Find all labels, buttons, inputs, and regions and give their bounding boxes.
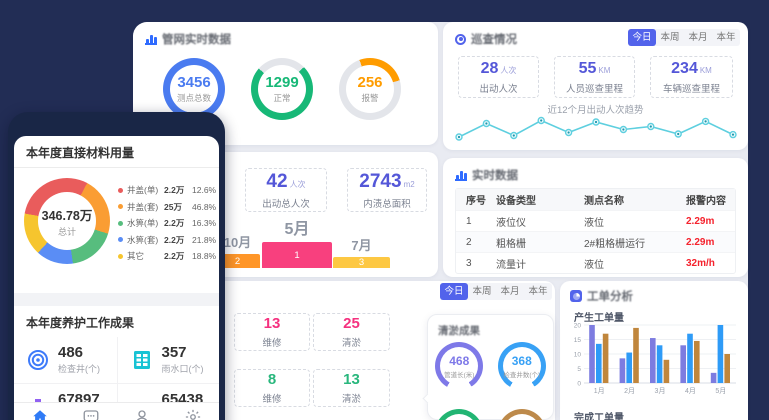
podium-bar: 3	[333, 257, 390, 268]
svg-text:15: 15	[574, 337, 582, 344]
stat-dispatch-count: 28 人次 出动人次	[458, 56, 539, 98]
panel-patrol: 巡查情况 今日 本周 本月 本年 28 人次 出动人次 55 KM 人员巡查里程 2…	[443, 22, 748, 150]
stat-rain-inlets: 357 雨水口(个)	[116, 337, 220, 383]
home-icon	[32, 410, 47, 420]
legend-item: 水箅(单) 2.2万 16.3%	[118, 215, 216, 232]
alarm-table: 序号 设备类型 测点名称 报警内容 1 液位仪 液位 2.29m 2 粗格栅 2…	[455, 188, 736, 274]
panel-title: 工单分析	[587, 291, 633, 303]
svg-text:0: 0	[577, 381, 581, 388]
stat-inspection-wells: 486 检查井(个)	[14, 337, 117, 383]
nav-messages[interactable]	[82, 408, 100, 420]
chart-subtitle-completed: 完成工单量	[574, 413, 624, 420]
table-header-row: 序号 设备类型 测点名称 报警内容	[456, 189, 735, 210]
stat-dredge-green: 13 清淤	[313, 369, 390, 407]
legend-item: 水箅(套) 2.2万 21.8%	[118, 232, 216, 249]
svg-text:5月: 5月	[715, 387, 726, 395]
nav-settings[interactable]	[184, 408, 202, 420]
stat-flood-area: 2743 m2 内渍总面积	[347, 168, 427, 212]
podium-month-label: 5月	[284, 221, 310, 238]
bar-chart-icon	[455, 170, 467, 181]
tab-today[interactable]: 今日	[440, 283, 468, 300]
stat-person-mileage: 55 KM 人员巡查里程	[554, 56, 635, 98]
svg-text:5: 5	[577, 366, 581, 373]
panel-realtime-table: 实时数据 序号 设备类型 测点名称 报警内容 1 液位仪 液位 2.29m 2 …	[443, 158, 748, 277]
maintenance-period-tabs: 今日 本周 本月 本年	[440, 283, 552, 300]
stat-total-dispatch: 42 人次 出动总人次	[245, 168, 327, 212]
materials-title: 本年度直接材料用量	[14, 136, 219, 168]
nav-profile[interactable]	[133, 408, 151, 420]
panel-title: 巡查情况	[471, 34, 517, 46]
legend-item: 井盖(套) 25万 46.8%	[118, 199, 216, 216]
stat-repair-green: 8 维修	[234, 369, 310, 407]
materials-donut-chart: 346.78万 总计	[24, 178, 110, 264]
tab-year[interactable]: 本年	[528, 286, 548, 297]
stat-vehicle-mileage: 234 KM 车辆巡查里程	[650, 56, 733, 98]
workorder-icon	[570, 290, 582, 302]
legend-item: 其它 2.2万 18.8%	[118, 248, 216, 265]
inspection-well-icon	[28, 350, 48, 370]
gauge-partial	[428, 406, 491, 420]
patrol-period-tabs: 今日 本周 本月 本年	[628, 29, 740, 46]
gauge-partial	[491, 406, 554, 420]
panel-pipe-realtime: 管网实时数据 3456 测点总数 1299 正常 256 报警	[133, 22, 438, 145]
ring-total-points: 3456 测点总数	[163, 58, 225, 120]
phone-screen: 本年度直接材料用量 346.78万 总计 井盖(单) 2.2万 12.6% 井盖(套…	[14, 136, 219, 420]
tab-year[interactable]: 本年	[716, 32, 736, 43]
panel-workorder: 工单分析 产生工单量 0 5 10 15 20 1月 2月 3月 4月 5月 完成工单量	[560, 281, 748, 420]
nav-home[interactable]	[31, 408, 49, 420]
table-row: 1 液位仪 液位 2.29m	[456, 210, 735, 231]
panel-title: 清淤成果	[438, 325, 480, 337]
svg-text:1月: 1月	[594, 387, 605, 395]
results-title: 本年度养护工作成果	[26, 316, 135, 330]
panel-title: 管网实时数据	[162, 34, 231, 46]
svg-text:10: 10	[574, 352, 582, 359]
svg-text:2月: 2月	[624, 387, 635, 395]
gear-icon	[186, 409, 201, 420]
phone-overlay: 本年度直接材料用量 346.78万 总计 井盖(单) 2.2万 12.6% 井盖(套…	[8, 112, 225, 420]
ring-alarm: 256 报警	[339, 58, 401, 120]
svg-text:3月: 3月	[655, 387, 666, 395]
workorder-bar-chart: 0 5 10 15 20 1月 2月 3月 4月 5月	[574, 323, 736, 395]
trend-title: 近12个月出动人次趋势	[547, 105, 644, 116]
table-row: 2 粗格栅 2#粗格栅运行 2.29m	[456, 231, 735, 252]
chart-subtitle-generated: 产生工单量	[574, 313, 624, 324]
panel-title: 实时数据	[472, 170, 518, 182]
podium-month-label: 7月	[351, 238, 372, 253]
table-row: 3 流量计 液位 32m/h	[456, 252, 735, 273]
stat-repair-pink: 13 维修	[234, 313, 310, 351]
materials-legend: 井盖(单) 2.2万 12.6% 井盖(套) 25万 46.8% 水箅(单) 2.2万 16…	[118, 182, 216, 265]
user-icon	[137, 410, 148, 420]
podium-month-label: 10月	[223, 235, 252, 250]
trend-line-chart	[455, 116, 737, 141]
tab-today[interactable]: 今日	[628, 29, 656, 46]
tab-week[interactable]: 本周	[660, 32, 680, 43]
svg-text:4月: 4月	[685, 387, 696, 395]
tab-month[interactable]: 本月	[500, 286, 520, 297]
panel-dredge-results: 清淤成果 468 管道长(米) 368 检查井数(个)	[422, 314, 554, 420]
patrol-icon	[455, 33, 466, 45]
legend-item: 井盖(单) 2.2万 12.6%	[118, 182, 216, 199]
materials-donut-section: 346.78万 总计 井盖(单) 2.2万 12.6% 井盖(套) 25万 46.8% …	[14, 168, 219, 293]
chat-icon	[83, 410, 99, 420]
podium-bar: 1	[262, 242, 332, 268]
gauge-pipe-length: 468 管道长(米)	[428, 339, 491, 390]
tab-month[interactable]: 本月	[688, 32, 708, 43]
phone-nav-bar	[14, 402, 219, 420]
tab-week[interactable]: 本周	[472, 286, 492, 297]
bar-chart-icon	[145, 34, 157, 45]
rain-inlet-icon	[133, 351, 150, 369]
section-divider	[14, 293, 219, 306]
svg-text:20: 20	[574, 323, 582, 330]
gauge-well-count: 368 检查井数(个)	[491, 339, 554, 390]
ring-normal: 1299 正常	[251, 58, 313, 120]
podium-bar: 2	[215, 254, 260, 268]
stat-dredge-pink: 25 清淤	[313, 313, 390, 351]
